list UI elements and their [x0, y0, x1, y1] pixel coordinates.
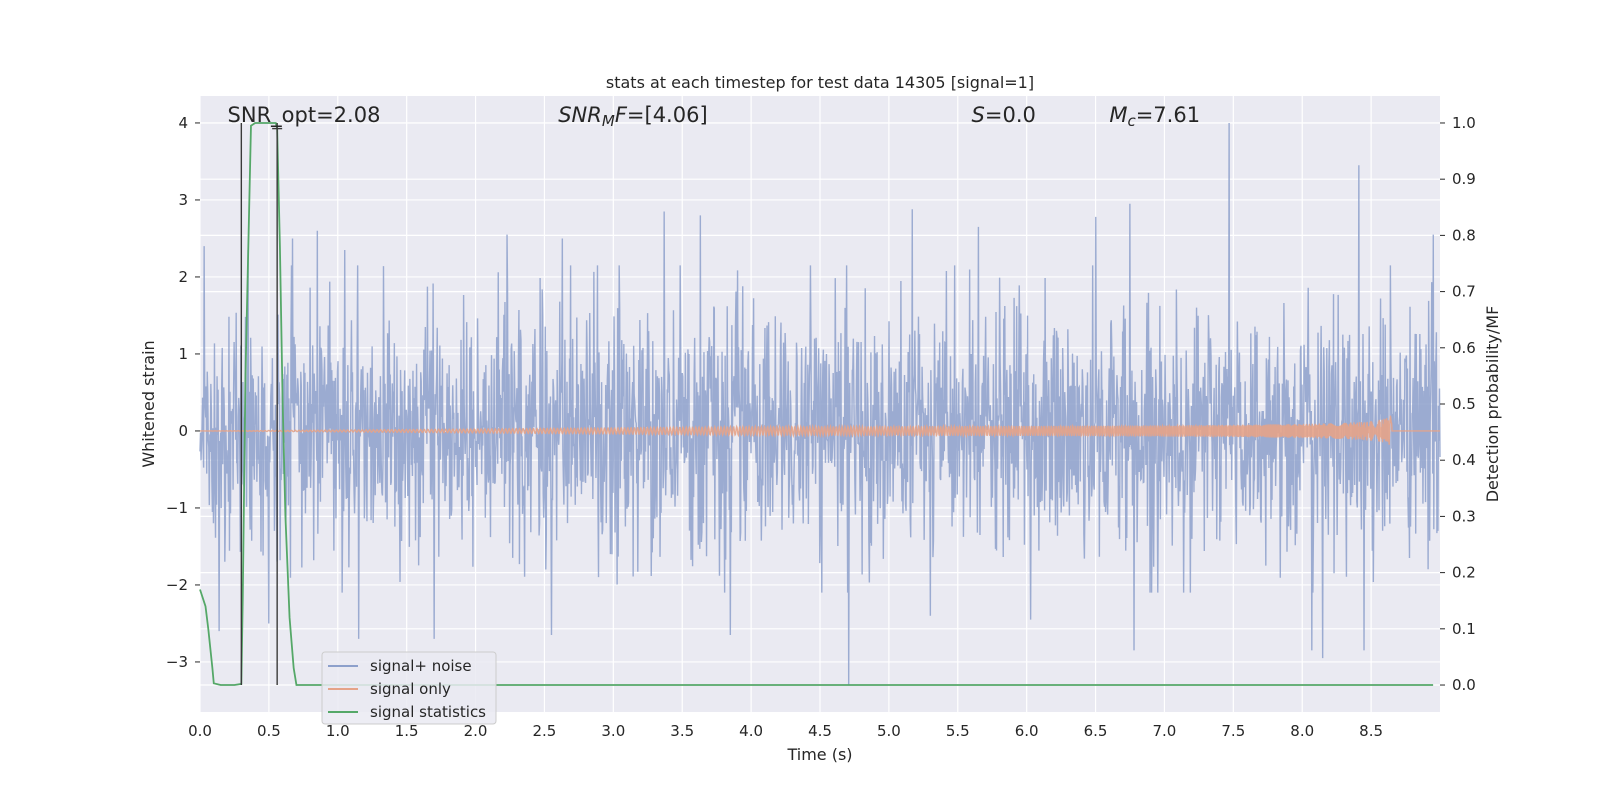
x-tick-label: 4.5 — [808, 722, 832, 740]
y-tick-label: −1 — [166, 499, 188, 517]
series-signal-noise-line — [199, 122, 1441, 686]
x-tick-label: 8.5 — [1359, 722, 1383, 740]
y-tick-label: 0 — [178, 422, 188, 440]
annotations: SNR_opt=2.08 SNRMF=[4.06] S=0.0 Mc=7.61 — [228, 103, 1201, 130]
x-tick-label: 5.5 — [946, 722, 970, 740]
chart-title: stats at each timestep for test data 143… — [606, 73, 1034, 92]
x-tick-label: 4.0 — [739, 722, 763, 740]
y-tick-label: 4 — [178, 114, 188, 132]
annotation-text: SNR_opt=2.08 — [228, 103, 381, 128]
y2-tick-label: 0.0 — [1452, 676, 1476, 694]
y2-tick-label: 0.6 — [1452, 339, 1476, 357]
x-tick-label: 0.5 — [257, 722, 281, 740]
y-tick-label: 2 — [178, 268, 188, 286]
y2-tick-label: 0.2 — [1452, 564, 1476, 582]
legend-entry: signal+ noise — [370, 657, 472, 675]
x-tick-label: 1.0 — [326, 722, 350, 740]
y2-tick-label: 0.8 — [1452, 226, 1476, 244]
y2-tick-label: 1.0 — [1452, 114, 1476, 132]
y2-tick-label: 0.1 — [1452, 620, 1476, 638]
legend-entry: signal statistics — [370, 703, 486, 721]
y2-tick-label: 0.7 — [1452, 283, 1476, 301]
x-tick-label: 5.0 — [877, 722, 901, 740]
ticks: 0.0 0.5 1.0 1.5 2.0 2.5 3.0 3.5 4.0 4.5 5.0 5.5 6.0 6… — [166, 114, 1476, 740]
y-tick-label: 1 — [178, 345, 188, 363]
y2-tick-label: 0.4 — [1452, 451, 1476, 469]
legend-entry: signal only — [370, 680, 451, 698]
legend: signal+ noise signal only signal statistic… — [321, 651, 497, 725]
x-tick-label: 1.5 — [395, 722, 419, 740]
y-tick-label: −2 — [166, 576, 188, 594]
x-tick-label: 3.5 — [670, 722, 694, 740]
legend-box — [321, 651, 497, 725]
x-tick-label: 6.5 — [1084, 722, 1108, 740]
x-tick-label: 6.0 — [1015, 722, 1039, 740]
y-axis-label: Whitened strain — [139, 340, 158, 467]
x-tick-label: 8.0 — [1290, 722, 1314, 740]
annotation-text: SNRMF=[4.06] — [558, 103, 707, 130]
y2-axis-label: Detection probability/MF — [1483, 306, 1502, 503]
y-tick-label: −3 — [166, 653, 188, 671]
x-tick-label: 7.5 — [1221, 722, 1245, 740]
y2-tick-label: 0.5 — [1452, 395, 1476, 413]
y-tick-label: 3 — [178, 191, 188, 209]
marks-layer — [240, 122, 283, 686]
y2-tick-label: 0.9 — [1452, 170, 1476, 188]
x-tick-label: 7.0 — [1153, 722, 1177, 740]
annotation-text: Mc=7.61 — [1109, 103, 1200, 130]
x-tick-label: 0.0 — [188, 722, 212, 740]
series-signal-only-line — [200, 415, 1440, 445]
annotation-text: S=0.0 — [972, 103, 1036, 127]
x-tick-label: 2.0 — [464, 722, 488, 740]
x-tick-label: 2.5 — [533, 722, 557, 740]
y2-tick-label: 0.3 — [1452, 507, 1476, 525]
x-tick-label: 3.0 — [601, 722, 625, 740]
x-axis-label: Time (s) — [786, 745, 852, 764]
